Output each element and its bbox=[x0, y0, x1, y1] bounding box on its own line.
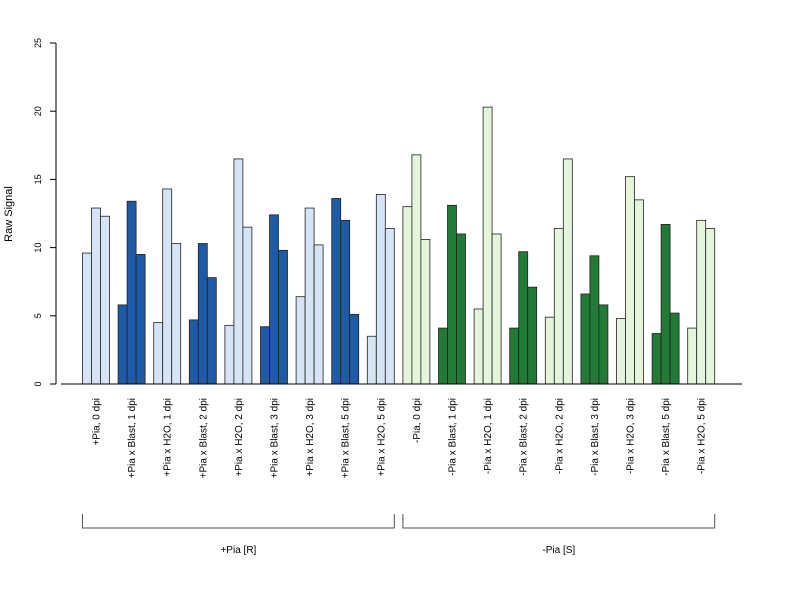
y-tick-label: 5 bbox=[33, 313, 43, 318]
bar bbox=[349, 314, 360, 385]
bar bbox=[705, 228, 716, 385]
x-tick-label: -Pia x H2O, 1 dpi bbox=[483, 398, 494, 474]
bar bbox=[473, 308, 484, 385]
bar bbox=[295, 296, 306, 385]
bar bbox=[438, 327, 448, 385]
bar bbox=[527, 286, 538, 385]
x-tick-label: +Pia x H2O, 1 dpi bbox=[163, 398, 174, 477]
bar bbox=[411, 154, 422, 385]
x-tick-label: +Pia x Blast, 5 dpi bbox=[341, 398, 352, 478]
y-tick-label: 15 bbox=[33, 174, 43, 184]
bar bbox=[687, 327, 698, 385]
y-tick-label: 20 bbox=[33, 106, 43, 116]
y-tick-label: 25 bbox=[33, 38, 43, 48]
bar bbox=[197, 243, 208, 385]
bar bbox=[625, 176, 635, 385]
bar bbox=[366, 335, 377, 385]
y-axis: 0 5 10 15 20 25 bbox=[33, 38, 57, 387]
bar bbox=[162, 188, 173, 385]
bar bbox=[278, 249, 288, 385]
x-tick-label: -Pia x Blast, 5 dpi bbox=[661, 398, 672, 476]
bar bbox=[616, 318, 626, 385]
bar bbox=[589, 255, 600, 385]
bar bbox=[340, 219, 351, 385]
bar bbox=[117, 304, 128, 385]
x-tick-label: -Pia x Blast, 3 dpi bbox=[590, 398, 601, 476]
group-label: -Pia [S] bbox=[542, 545, 575, 556]
bar bbox=[562, 158, 573, 385]
bar bbox=[660, 224, 671, 385]
bar bbox=[544, 316, 555, 385]
group-bracket bbox=[82, 514, 395, 529]
bar bbox=[651, 333, 662, 385]
bar bbox=[491, 233, 502, 385]
group-brackets: +Pia [R] -Pia [S] bbox=[82, 514, 716, 556]
bar bbox=[206, 277, 217, 385]
x-tick-label: -Pia x H2O, 5 dpi bbox=[697, 398, 708, 474]
bar bbox=[153, 322, 164, 385]
bars bbox=[82, 106, 716, 385]
x-tick-label: -Pia, 0 dpi bbox=[412, 398, 423, 443]
bar bbox=[331, 198, 342, 385]
group-label: +Pia [R] bbox=[220, 545, 256, 556]
bar bbox=[269, 214, 279, 385]
bar bbox=[420, 239, 431, 385]
bar bbox=[135, 254, 146, 385]
bar bbox=[696, 219, 707, 385]
x-axis-labels: +Pia, 0 dpi +Pia x Blast, 1 dpi +Pia x H2O… bbox=[92, 398, 708, 478]
bar bbox=[509, 327, 520, 385]
bar bbox=[669, 312, 680, 385]
bar bbox=[447, 204, 457, 385]
bar bbox=[91, 207, 101, 385]
bar bbox=[598, 304, 609, 385]
bar bbox=[126, 200, 137, 385]
x-tick-label: -Pia x H2O, 3 dpi bbox=[626, 398, 637, 474]
bar bbox=[242, 226, 253, 385]
y-tick-label: 10 bbox=[33, 243, 43, 253]
bar bbox=[402, 206, 413, 385]
x-tick-label: +Pia x Blast, 2 dpi bbox=[198, 398, 209, 478]
bar bbox=[482, 106, 493, 385]
bar bbox=[171, 243, 182, 385]
x-tick-label: +Pia, 0 dpi bbox=[92, 398, 103, 446]
x-tick-label: +Pia x Blast, 3 dpi bbox=[270, 398, 281, 478]
x-tick-label: +Pia x H2O, 3 dpi bbox=[305, 398, 316, 477]
bar bbox=[634, 199, 644, 385]
x-tick-label: +Pia x H2O, 5 dpi bbox=[376, 398, 387, 477]
bar bbox=[260, 326, 270, 385]
x-tick-label: +Pia x Blast, 1 dpi bbox=[127, 398, 138, 478]
group-bracket bbox=[402, 514, 716, 529]
bar bbox=[100, 215, 110, 385]
bar bbox=[304, 207, 315, 385]
bar bbox=[553, 228, 564, 385]
bar bbox=[233, 158, 244, 385]
bar bbox=[580, 293, 591, 385]
bar bbox=[188, 319, 199, 385]
bar bbox=[224, 324, 235, 385]
bar bbox=[518, 251, 529, 385]
bar bbox=[313, 244, 324, 385]
x-tick-label: -Pia x H2O, 2 dpi bbox=[554, 398, 565, 474]
y-tick-label: 0 bbox=[33, 381, 43, 386]
x-tick-label: +Pia x H2O, 2 dpi bbox=[234, 398, 245, 477]
bar bbox=[375, 194, 386, 385]
y-axis-label: Raw Signal bbox=[3, 186, 15, 242]
x-tick-label: -Pia x Blast, 1 dpi bbox=[448, 398, 459, 476]
bar bbox=[456, 233, 466, 385]
bar bbox=[384, 228, 395, 385]
x-tick-label: -Pia x Blast, 2 dpi bbox=[519, 398, 530, 476]
bar bbox=[82, 252, 92, 385]
